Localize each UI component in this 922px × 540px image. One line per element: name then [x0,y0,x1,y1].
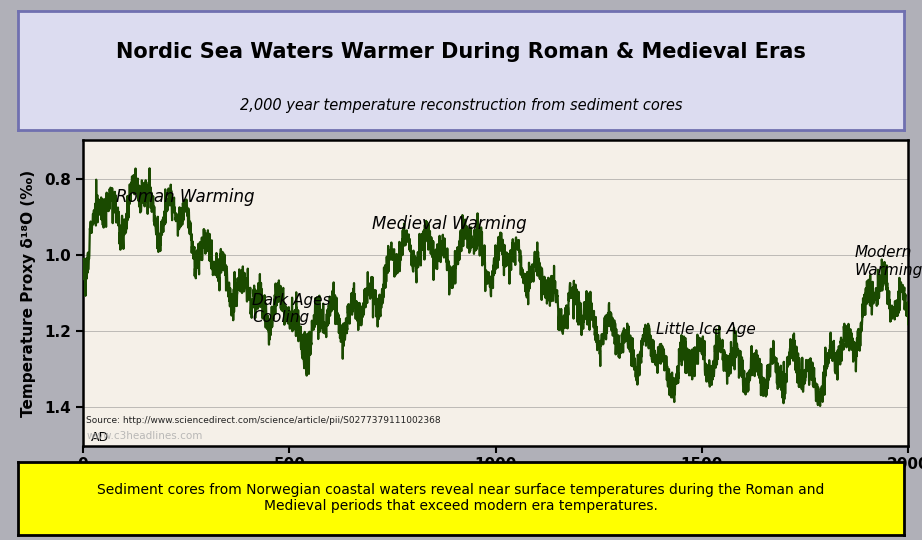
Text: www.c3headlines.com: www.c3headlines.com [87,431,203,441]
Text: Sediment cores from Norwegian coastal waters reveal near surface temperatures du: Sediment cores from Norwegian coastal wa… [98,483,824,513]
Text: AD: AD [91,430,110,443]
Y-axis label: Temperature Proxy δ¹⁸O (‰): Temperature Proxy δ¹⁸O (‰) [21,170,36,416]
Text: 2,000 year temperature reconstruction from sediment cores: 2,000 year temperature reconstruction fr… [240,98,682,113]
Text: Nordic Sea Waters Warmer During Roman & Medieval Eras: Nordic Sea Waters Warmer During Roman & … [116,42,806,63]
Text: Source: http://www.sciencedirect.com/science/article/pii/S0277379111002368: Source: http://www.sciencedirect.com/sci… [87,415,441,424]
Text: Modern
Warming: Modern Warming [855,245,922,278]
Text: Dark Ages
Cooling: Dark Ages Cooling [252,293,331,325]
Text: Medieval Warming: Medieval Warming [372,215,526,233]
Text: Little Ice Age: Little Ice Age [656,321,756,336]
Text: Roman Warming: Roman Warming [116,188,254,206]
